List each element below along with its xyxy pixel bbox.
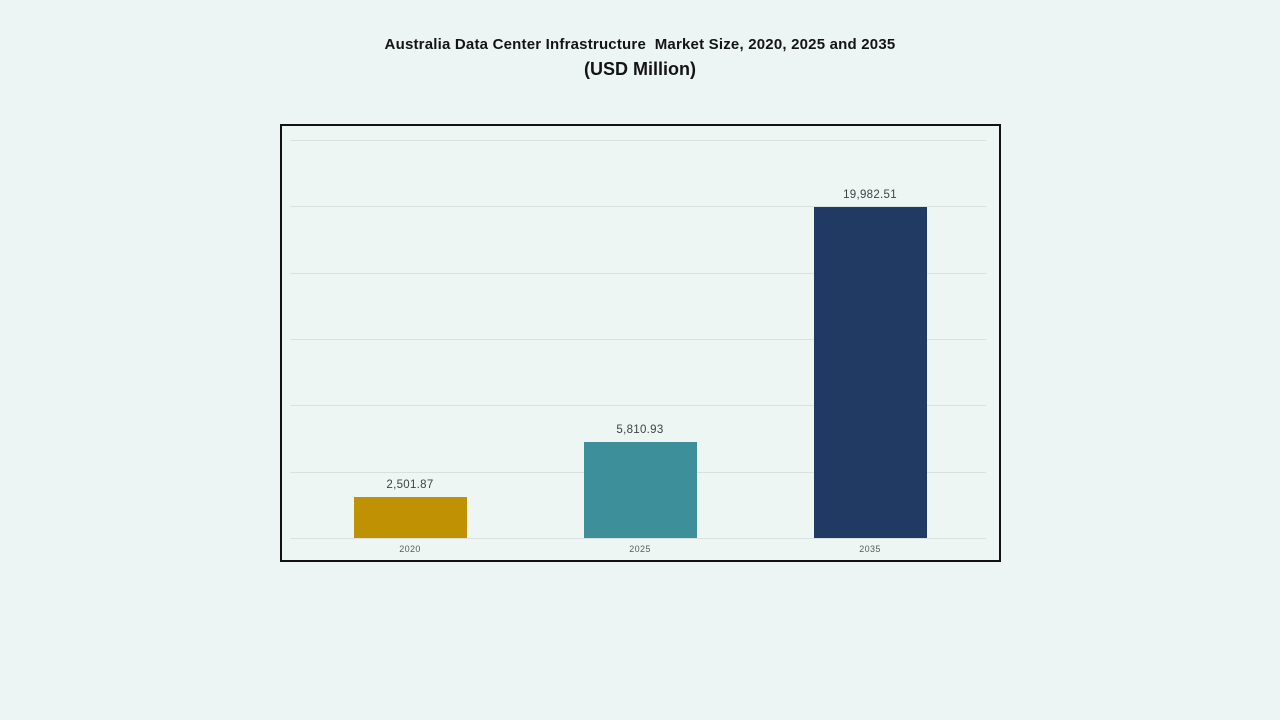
chart-title: Australia Data Center Infrastructure Mar… — [0, 34, 1280, 82]
gridline — [290, 339, 986, 340]
gridline — [290, 538, 986, 539]
gridline — [290, 206, 986, 207]
gridline — [290, 273, 986, 274]
bar-2020 — [353, 496, 467, 538]
gridline — [290, 405, 986, 406]
bar-value-label-2035: 19,982.51 — [843, 188, 897, 201]
x-tick-label-2035: 2035 — [859, 544, 881, 554]
x-tick-label-2020: 2020 — [399, 544, 421, 554]
bar-value-label-2025: 5,810.93 — [616, 423, 664, 436]
bar-value-label-2020: 2,501.87 — [386, 478, 434, 491]
plot-area: 2,501.87 2020 5,810.93 2025 19,982.51 2035 — [282, 126, 999, 560]
chart-title-line2: (USD Million) — [584, 59, 696, 79]
bar-2025 — [583, 441, 697, 538]
chart-frame: 2,501.87 2020 5,810.93 2025 19,982.51 2035 — [280, 124, 1001, 562]
x-tick-label-2025: 2025 — [629, 544, 651, 554]
gridline — [290, 140, 986, 141]
bar-2035 — [813, 206, 927, 538]
chart-title-line1: Australia Data Center Infrastructure Mar… — [384, 36, 896, 53]
